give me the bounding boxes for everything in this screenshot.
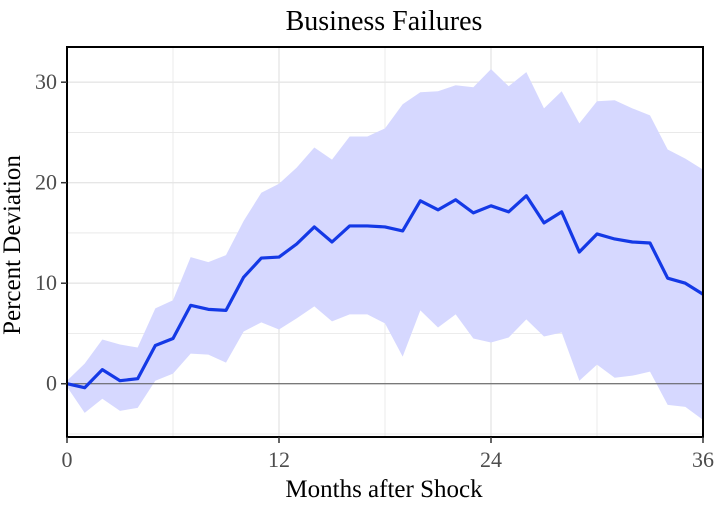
- chart-title: Business Failures: [286, 6, 483, 37]
- y-tick-label: 0: [46, 371, 57, 396]
- plot-frame: [66, 46, 704, 438]
- x-tick-label: 12: [268, 447, 290, 472]
- x-tick-label: 36: [692, 447, 714, 472]
- x-axis-label: Months after Shock: [285, 476, 483, 503]
- x-tick-label: 0: [62, 447, 73, 472]
- y-axis-label: Percent Deviation: [0, 155, 26, 335]
- y-tick-label: 30: [35, 69, 57, 94]
- y-tick-label: 10: [35, 270, 57, 295]
- tick-layer: 0 12 24 36 0 10 20 30: [35, 69, 714, 472]
- series-line-layer: [66, 194, 704, 390]
- series-line: [66, 194, 704, 390]
- x-tick-label: 24: [480, 447, 502, 472]
- confidence-band-layer: [67, 69, 703, 420]
- confidence-band: [67, 69, 703, 420]
- y-tick-label: 20: [35, 170, 57, 195]
